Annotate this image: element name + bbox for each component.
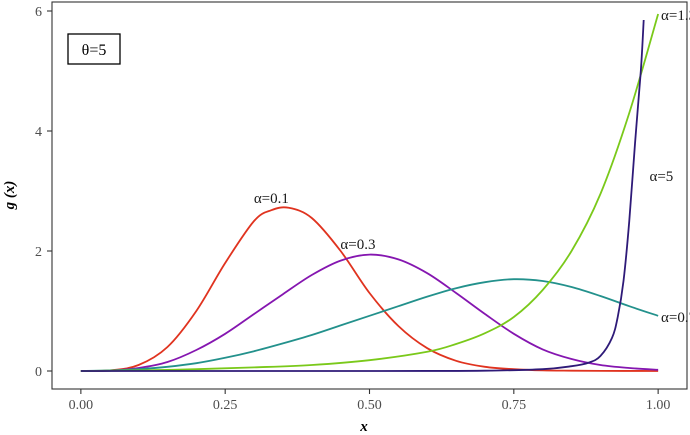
panel-border [51, 1, 688, 390]
series-label-4: α=5 [649, 169, 673, 185]
series-label-2: α=0.7 [661, 310, 690, 326]
x-tick-label: 0.25 [213, 398, 238, 413]
y-tick-label: 2 [35, 245, 42, 260]
series-line-3 [80, 13, 660, 372]
theta-label-box: θ=5 [67, 33, 121, 65]
y-tick-label: 6 [35, 5, 42, 20]
series-label-0: α=0.1 [254, 191, 289, 207]
x-tick-label: 0.50 [357, 398, 382, 413]
y-tick-label: 0 [35, 365, 42, 380]
series-line-4 [80, 19, 645, 372]
y-axis-title: g (x) [2, 181, 18, 211]
x-tick-label: 1.00 [646, 398, 671, 413]
series-line-1 [80, 253, 659, 372]
y-axis: 0 2 4 6 [35, 5, 52, 380]
series-layer [80, 13, 660, 372]
theta-label: θ=5 [82, 42, 107, 59]
series-line-2 [80, 278, 659, 372]
x-tick-label: 0.75 [502, 398, 527, 413]
series-line-0 [80, 206, 659, 372]
x-axis: 0.00 0.25 0.50 0.75 1.00 [69, 389, 671, 413]
series-labels: α=0.1 α=0.3 α=0.7 α=1.3 α=5 [254, 8, 690, 326]
series-label-1: α=0.3 [340, 237, 375, 253]
x-axis-title: x [359, 419, 368, 435]
series-label-3: α=1.3 [661, 8, 690, 24]
y-tick-label: 4 [35, 125, 42, 140]
x-tick-label: 0.00 [69, 398, 94, 413]
